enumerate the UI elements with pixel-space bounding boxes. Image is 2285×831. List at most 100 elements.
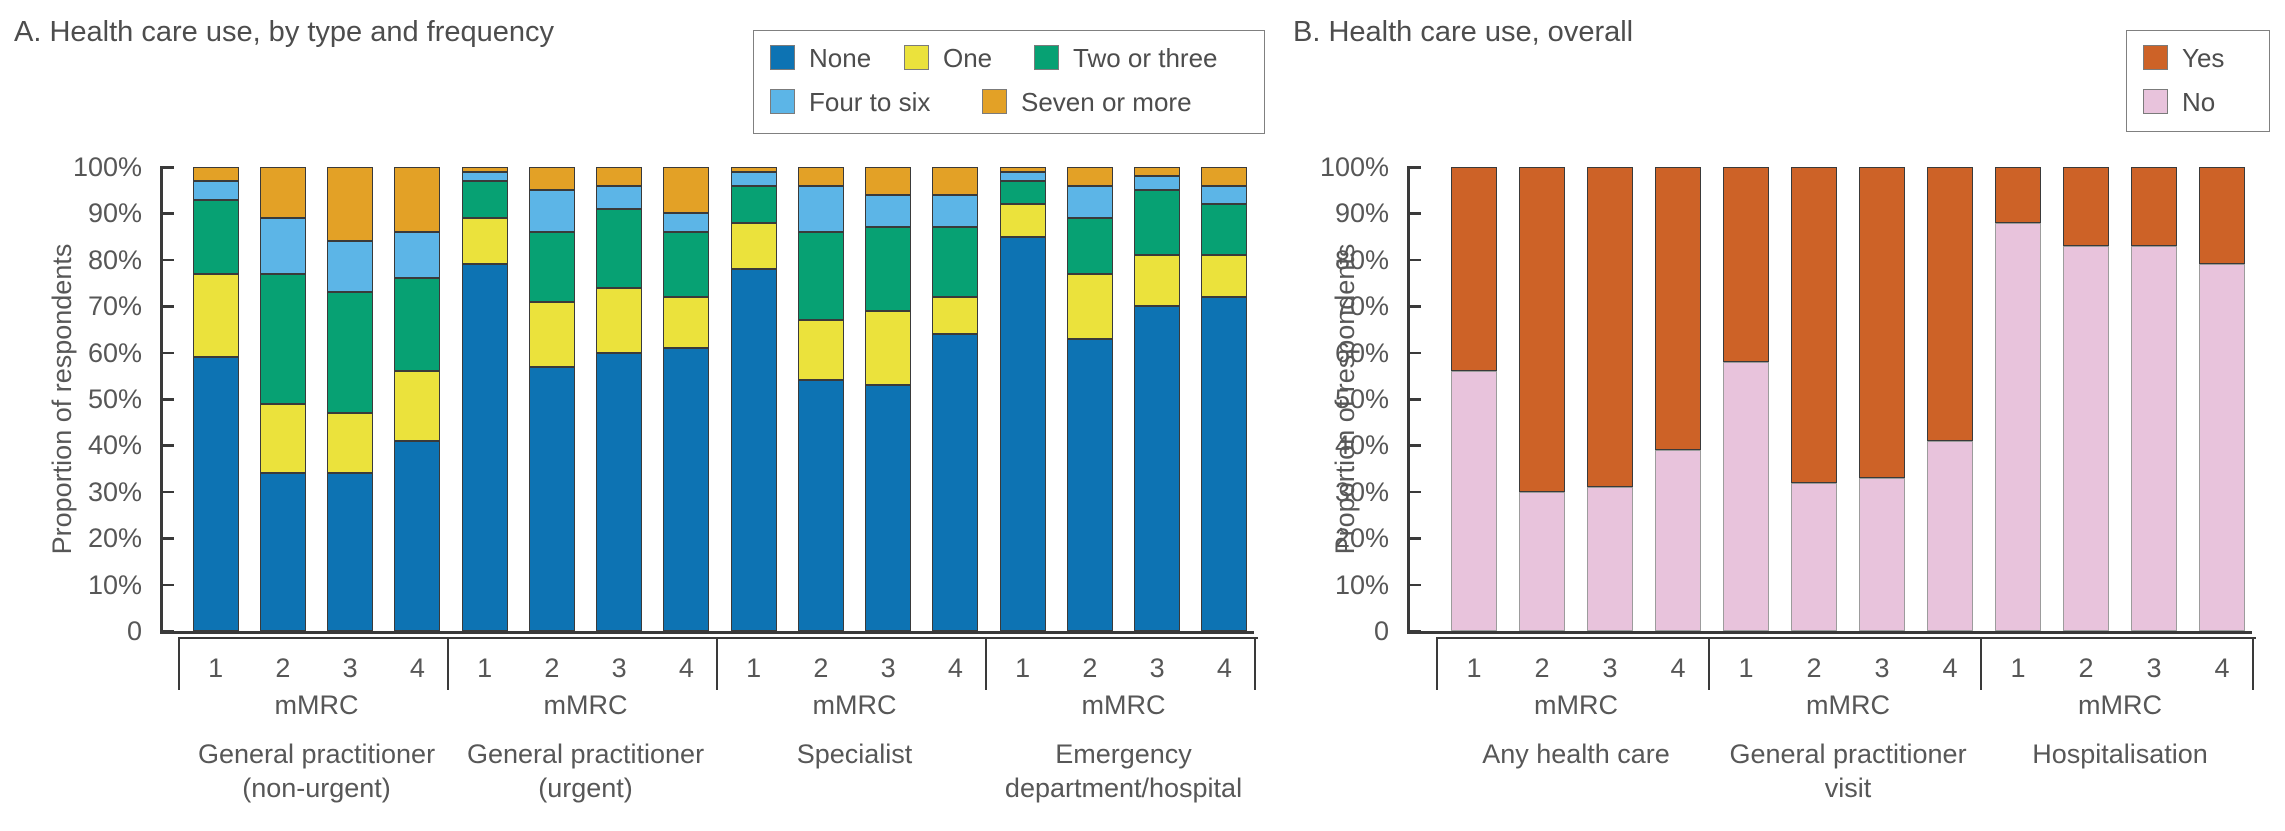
y-tick-mark <box>160 305 174 308</box>
bar-segment-two-or-three <box>327 292 374 413</box>
y-tick-mark <box>160 398 174 401</box>
bar <box>663 167 710 631</box>
y-tick-label: 100% <box>1319 152 1389 182</box>
bar-segment-two-or-three <box>1134 190 1181 256</box>
bar-segment-yes <box>1587 167 1633 488</box>
x-tick-label: 3 <box>611 653 627 683</box>
bar-segment-yes <box>1655 167 1701 451</box>
legend-label: No <box>2182 87 2216 117</box>
bar-segment-two-or-three <box>1201 204 1248 256</box>
sub-axis-label: mMRC <box>1081 690 1166 720</box>
bar-segment-no <box>2199 264 2245 631</box>
bar-segment-none <box>596 352 643 631</box>
bar <box>797 167 844 631</box>
legend-label: None <box>809 43 872 73</box>
bar-segment-four-to-six <box>999 171 1046 181</box>
legend-chip-seven-or-more <box>982 89 1007 114</box>
y-tick-mark <box>1407 305 1421 308</box>
bar-segment-yes <box>1451 167 1497 372</box>
legend-label: Yes <box>2182 43 2225 73</box>
y-tick-label: 10% <box>1334 569 1389 600</box>
x-tick-label: 1 <box>477 653 493 683</box>
bar <box>1859 167 1905 631</box>
y-tick-mark <box>160 537 174 540</box>
bar-segment-seven-or-more <box>1134 167 1181 177</box>
category-bracket-divider <box>178 637 180 690</box>
bar-segment-yes <box>1791 167 1837 483</box>
bar-segment-four-to-six <box>1066 185 1113 219</box>
x-tick-label: 4 <box>2214 653 2230 683</box>
legend: None One Two or three Four to six Seven or m… <box>753 30 1265 134</box>
bar-segment-seven-or-more <box>528 167 575 191</box>
x-tick-label: 2 <box>813 653 829 683</box>
sub-axis-label: mMRC <box>274 690 359 720</box>
bar <box>461 167 508 631</box>
bar-segment-no <box>1859 477 1905 631</box>
bar-segment-yes <box>2199 167 2245 265</box>
y-tick-label: 70% <box>87 291 142 322</box>
bar-segment-two-or-three <box>730 185 777 223</box>
bar <box>596 167 643 631</box>
y-tick-mark <box>1407 351 1421 355</box>
x-tick-label: 1 <box>208 653 224 683</box>
bar <box>1201 167 1248 631</box>
bar-segment-two-or-three <box>461 180 508 219</box>
bar-segment-seven-or-more <box>1066 167 1113 186</box>
bar <box>1791 167 1837 631</box>
bar-segment-four-to-six <box>596 185 643 209</box>
bar-segment-one <box>461 218 508 265</box>
y-tick-label: 60% <box>1334 337 1389 368</box>
bar-segment-four-to-six <box>192 180 239 200</box>
bar-segment-two-or-three <box>192 199 239 274</box>
y-tick-label: 80% <box>87 244 142 275</box>
y-tick-mark <box>160 490 174 494</box>
bar-segment-seven-or-more <box>596 167 643 186</box>
bar <box>999 167 1046 631</box>
bar-segment-seven-or-more <box>730 167 777 172</box>
bar <box>1519 167 1565 631</box>
category-bracket-line <box>178 637 1258 639</box>
y-tick-label: 40% <box>1334 430 1389 461</box>
bar-segment-one <box>730 222 777 270</box>
bar-segment-none <box>394 440 441 631</box>
x-tick-label: 2 <box>2078 653 2094 683</box>
bar-segment-none <box>1066 338 1113 631</box>
x-tick-label: 4 <box>678 653 694 683</box>
y-tick-label: 90% <box>87 198 142 229</box>
category-bracket-divider <box>1980 637 1982 690</box>
legend-chip-yes <box>2143 45 2168 70</box>
y-tick-label: 30% <box>87 476 142 507</box>
x-tick-label: 3 <box>1602 653 1618 683</box>
bar <box>192 167 239 631</box>
bar <box>394 167 441 631</box>
x-tick-label: 2 <box>1534 653 1550 683</box>
category-bracket-divider <box>1436 637 1438 690</box>
category-bracket-divider <box>2252 637 2254 690</box>
bar-segment-four-to-six <box>865 194 912 228</box>
legend-label: Two or three <box>1073 43 1218 73</box>
bar <box>865 167 912 631</box>
bar-segment-yes <box>1995 167 2041 223</box>
y-tick-mark <box>1407 212 1421 215</box>
bar-segment-two-or-three <box>596 208 643 288</box>
y-tick-mark <box>1407 258 1421 262</box>
y-tick-label: 30% <box>1334 476 1389 507</box>
category-bracket-divider <box>1254 637 1256 690</box>
x-axis-line <box>1407 631 2252 634</box>
sub-axis-label: mMRC <box>1806 690 1890 720</box>
bar-segment-seven-or-more <box>797 167 844 186</box>
x-tick-label: 4 <box>947 653 963 683</box>
bar-segment-four-to-six <box>663 213 710 232</box>
group-label: General practitioner visit <box>1729 739 1967 803</box>
bar-segment-none <box>730 269 777 631</box>
bar-segment-none <box>1201 296 1248 631</box>
bar-segment-four-to-six <box>730 171 777 186</box>
bar-segment-seven-or-more <box>461 167 508 172</box>
y-tick-mark <box>160 212 174 215</box>
bar <box>1995 167 2041 631</box>
legend-label: Four to six <box>809 87 931 117</box>
bar-segment-two-or-three <box>932 227 979 297</box>
bar-segment-one <box>528 301 575 367</box>
bar-segment-seven-or-more <box>999 167 1046 172</box>
bar-segment-yes <box>2063 167 2109 246</box>
